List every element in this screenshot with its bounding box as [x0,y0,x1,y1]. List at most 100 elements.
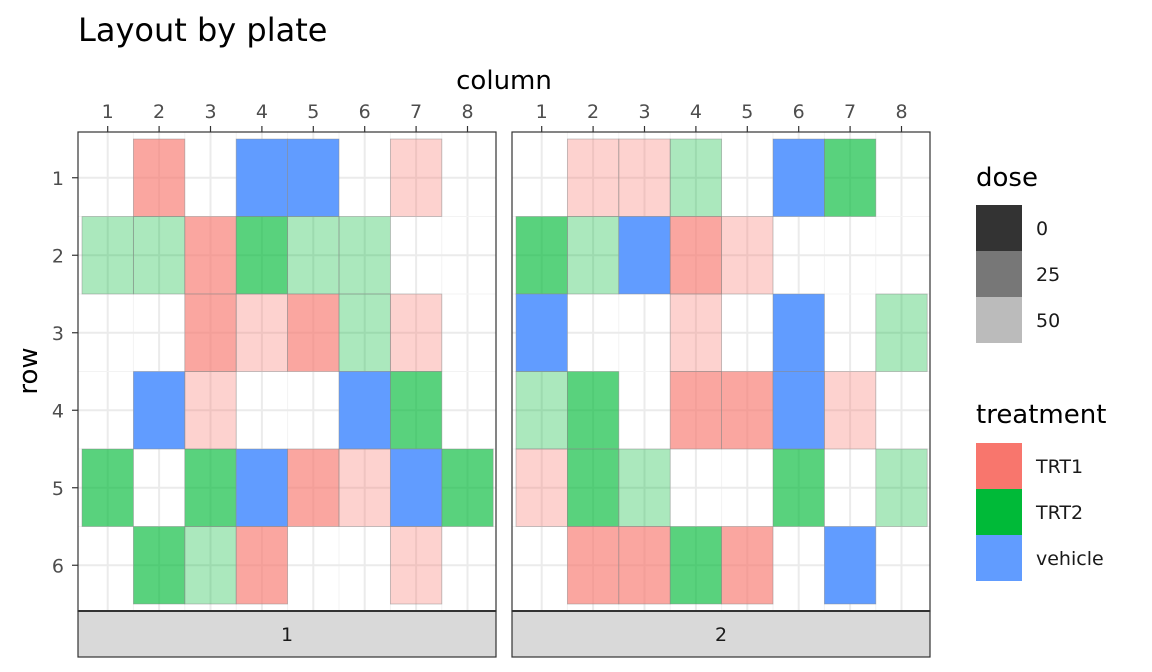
tile-trt2-dose-25 [441,448,494,527]
x-tick-label: 7 [844,101,856,123]
dose-legend-key [976,251,1022,297]
facet-panels: 1 2 3 4 5 6 7 8 1 1 2 3 4 5 6 7 8 2 1 2 3 4 5 6 [52,101,931,658]
tile-vehicle-dose-0 [515,293,568,372]
tile-vehicle-dose-0 [772,293,825,372]
tile-trt2-dose-50 [567,216,620,295]
tile-trt2-dose-50 [875,293,928,372]
tile-trt2-dose-50 [875,448,928,527]
tile-trt1-dose-50 [567,138,620,217]
facet-strip-label: 1 [281,624,293,646]
tile-vehicle-dose-0 [235,138,288,217]
y-axis: 1 2 3 4 5 6 [52,168,78,577]
y-tick-label: 4 [52,400,64,422]
tile-trt2-dose-50 [132,216,186,295]
dose-legend-key [976,297,1022,343]
tile-trt1-dose-50 [389,526,443,605]
x-tick-label: 8 [895,101,907,123]
tile-trt2-dose-50 [515,371,568,450]
tiles [81,138,494,605]
tile-vehicle-dose-0 [772,138,825,217]
tile-vehicle-dose-0 [824,526,877,605]
tile-vehicle-dose-0 [338,371,391,450]
treatment-legend-label: TRT2 [1035,502,1083,524]
tile-vehicle-dose-0 [132,371,186,450]
dose-legend-label: 50 [1036,310,1060,332]
x-tick-label: 3 [638,101,650,123]
tile-trt2-dose-25 [567,448,620,527]
tile-trt1-dose-25 [184,293,237,372]
tile-trt1-dose-50 [184,371,237,450]
tile-trt2-dose-25 [184,448,237,527]
y-tick-label: 5 [52,478,64,500]
y-tick-label: 2 [52,245,64,267]
tile-trt2-dose-50 [338,216,391,295]
dose-legend-label: 25 [1036,264,1060,286]
tile-trt1-dose-50 [721,216,774,295]
tile-trt1-dose-25 [669,371,723,450]
dose-legend-title: dose [976,163,1038,193]
x-tick-label: 3 [204,101,216,123]
x-tick-label: 7 [410,101,422,123]
tile-trt1-dose-50 [389,293,443,372]
tile-trt1-dose-25 [287,293,340,372]
tile-trt1-dose-25 [132,138,186,217]
dose-legend-key [976,205,1022,251]
tile-trt1-dose-50 [515,448,568,527]
treatment-legend: treatment TRT1 TRT2 vehicle [976,400,1106,581]
y-axis-title: row [14,347,44,394]
tile-trt2-dose-25 [772,448,825,527]
tile-vehicle-dose-0 [287,138,340,217]
facet-strip [511,610,931,658]
tile-vehicle-dose-0 [235,448,288,527]
y-tick-label: 3 [52,323,64,345]
tile-trt2-dose-25 [515,216,568,295]
tile-trt1-dose-25 [567,526,620,605]
treatment-legend-key [976,489,1022,535]
x-tick-label: 4 [256,101,268,123]
treatment-legend-label: vehicle [1036,548,1104,570]
x-tick-label: 5 [741,101,753,123]
tile-trt2-dose-25 [824,138,877,217]
tile-trt2-dose-25 [567,371,620,450]
facet-strip [77,610,497,658]
tile-trt1-dose-25 [721,526,774,605]
tile-trt1-dose-50 [389,138,443,217]
treatment-legend-label: TRT1 [1035,456,1083,478]
tile-trt2-dose-25 [132,526,186,605]
panel-plate-2: 1 2 3 4 5 6 7 8 2 [511,101,931,658]
y-tick-label: 1 [52,168,64,190]
facet-strip-label: 2 [715,624,727,646]
tile-trt1-dose-25 [669,216,723,295]
tile-trt1-dose-50 [338,448,391,527]
tile-trt1-dose-50 [235,293,288,372]
x-tick-label: 1 [536,101,548,123]
x-axis-title: column [456,66,552,96]
tile-trt2-dose-50 [669,138,723,217]
x-tick-label: 6 [359,101,371,123]
x-tick-label: 1 [102,101,114,123]
treatment-legend-key [976,443,1022,489]
tile-trt1-dose-25 [235,526,288,605]
tile-vehicle-dose-0 [389,448,443,527]
dose-legend: dose 0 25 50 [976,163,1060,343]
x-tick-label: 2 [587,101,599,123]
x-tick-label: 8 [461,101,473,123]
tile-trt2-dose-25 [235,216,288,295]
tiles [515,138,928,605]
tile-trt1-dose-25 [721,371,774,450]
x-tick-label: 4 [690,101,702,123]
tile-trt1-dose-50 [618,138,671,217]
tile-trt2-dose-50 [287,216,340,295]
tile-trt2-dose-25 [389,371,443,450]
tile-trt1-dose-25 [618,526,671,605]
tile-trt2-dose-50 [338,293,391,372]
y-tick-label: 6 [52,555,64,577]
chart-title: Layout by plate [78,11,327,49]
tile-vehicle-dose-0 [772,371,825,450]
treatment-legend-key [976,535,1022,581]
tile-trt2-dose-25 [81,448,134,527]
x-tick-label: 2 [153,101,165,123]
tile-trt2-dose-50 [618,448,671,527]
x-tick-label: 6 [793,101,805,123]
